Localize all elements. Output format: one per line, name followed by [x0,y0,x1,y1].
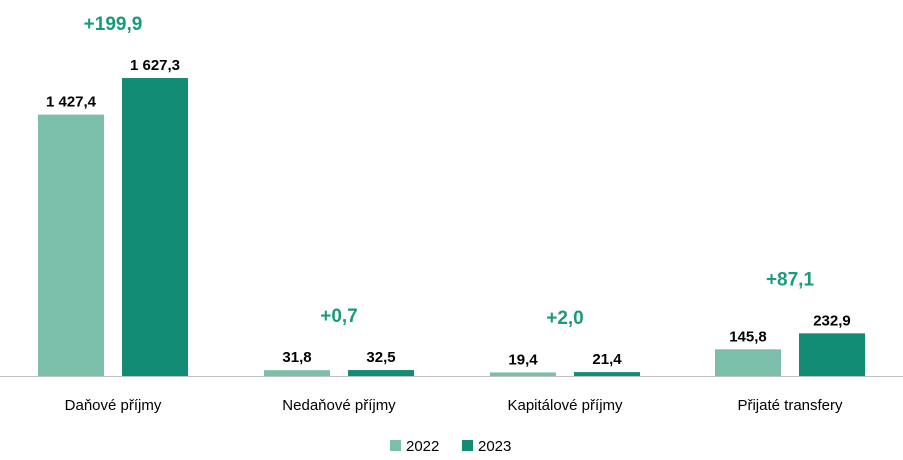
category-label: Kapitálové příjmy [507,397,623,414]
value-label-2022: 145,8 [729,328,767,345]
category-label: Daňové příjmy [65,397,162,414]
category-label: Přijaté transfery [737,397,843,414]
bar-2023 [799,333,865,376]
difference-label: +2,0 [546,308,584,329]
bar-2022 [715,349,781,376]
value-label-2022: 31,8 [282,349,311,366]
bar-2022 [38,114,104,376]
value-label-2023: 32,5 [366,349,395,366]
bar-2023 [122,78,188,376]
legend: 2022 2023 [390,438,511,455]
value-labels-layer: 1 427,4 1 627,3 31,8 32,5 19,4 21,4 145,8 232,9 [46,57,851,368]
legend-swatch-2023 [462,440,473,451]
legend-swatch-2022 [390,440,401,451]
bars-layer [38,78,865,376]
bar-2022 [264,370,330,376]
bar-2023 [574,372,640,376]
difference-label: +0,7 [320,306,358,327]
category-label: Nedaňové příjmy [282,397,396,414]
value-label-2022: 1 427,4 [46,94,97,111]
value-label-2023: 232,9 [813,312,851,329]
legend-label-2022: 2022 [406,438,439,455]
bar-2022 [490,372,556,376]
legend-label-2023: 2023 [478,438,511,455]
value-label-2022: 19,4 [508,351,538,368]
value-label-2023: 21,4 [592,351,622,368]
bar-2023 [348,370,414,376]
difference-label: +199,9 [84,14,143,35]
difference-label: +87,1 [766,269,815,290]
value-label-2023: 1 627,3 [130,57,180,74]
difference-labels-layer: +199,9 +0,7 +2,0 +87,1 [84,14,815,329]
